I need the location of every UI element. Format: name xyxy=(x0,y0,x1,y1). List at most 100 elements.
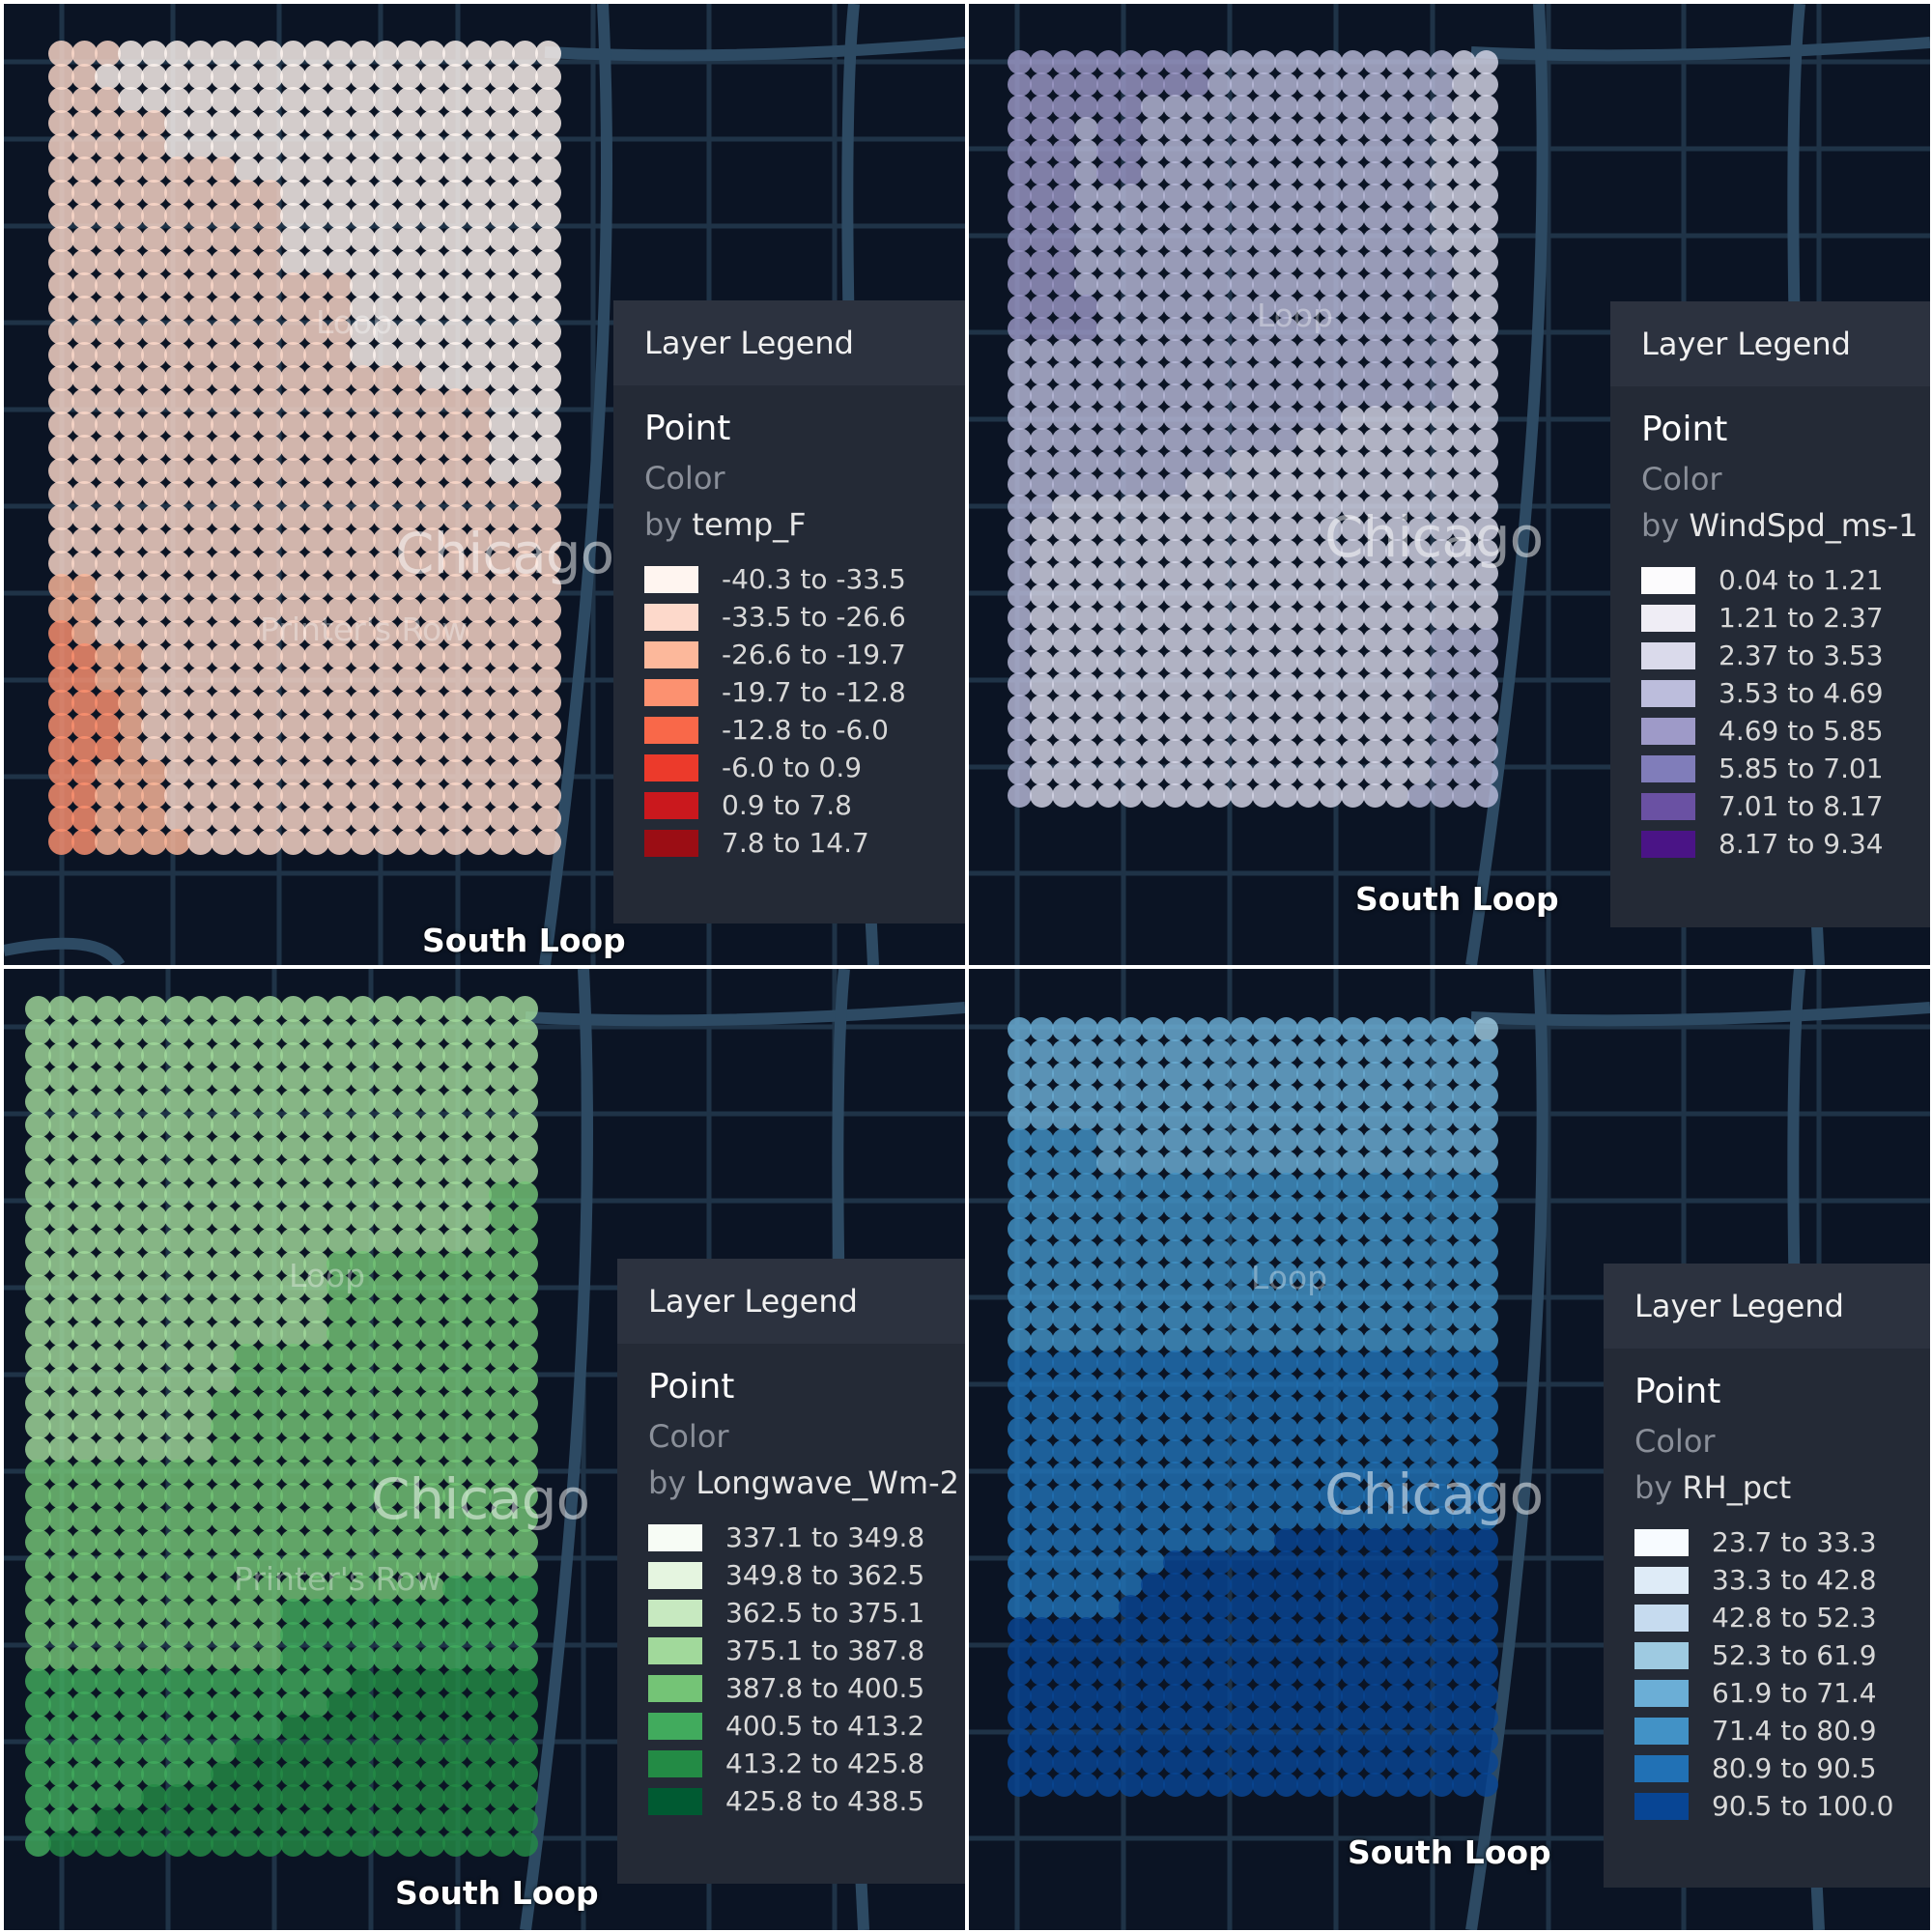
data-point xyxy=(489,365,515,391)
data-point xyxy=(1252,1684,1276,1708)
data-point xyxy=(118,1761,144,1787)
data-point xyxy=(1274,1084,1298,1108)
data-point xyxy=(1274,1173,1298,1197)
data-point xyxy=(71,64,98,90)
data-point xyxy=(48,1089,74,1115)
data-point xyxy=(280,435,306,461)
data-point xyxy=(419,1483,445,1509)
data-point xyxy=(1452,361,1476,385)
data-point xyxy=(211,64,237,90)
data-point xyxy=(1163,1328,1187,1352)
data-point xyxy=(1430,1062,1454,1086)
data-point xyxy=(1252,717,1276,741)
data-point xyxy=(257,41,283,67)
data-point xyxy=(1252,1373,1276,1397)
data-point xyxy=(1074,1373,1098,1397)
data-point xyxy=(48,1181,74,1208)
data-point xyxy=(1407,1217,1432,1241)
data-point xyxy=(1296,783,1321,808)
data-point xyxy=(350,1413,376,1439)
data-point xyxy=(396,1668,422,1694)
data-point xyxy=(466,1019,492,1045)
data-point xyxy=(512,829,538,855)
legend-swatch xyxy=(1634,1792,1689,1820)
data-point xyxy=(48,690,74,716)
data-point xyxy=(1407,139,1432,163)
data-point xyxy=(257,690,283,716)
map-panel-temp[interactable]: Loop Chicago Printer's Row South Loop La… xyxy=(4,4,965,965)
data-point xyxy=(118,504,144,530)
data-point xyxy=(1474,1062,1498,1086)
data-point xyxy=(1430,783,1454,808)
data-point xyxy=(211,435,237,461)
data-point xyxy=(1230,450,1254,474)
data-point xyxy=(211,1367,237,1393)
data-point xyxy=(1052,139,1076,163)
data-point xyxy=(1363,1195,1387,1219)
data-point xyxy=(1230,1350,1254,1375)
data-point xyxy=(419,156,445,183)
data-point xyxy=(118,435,144,461)
data-point xyxy=(303,110,329,136)
data-point xyxy=(327,1552,353,1578)
data-point xyxy=(1452,1550,1476,1575)
data-point xyxy=(141,41,167,67)
data-point xyxy=(1096,695,1121,719)
data-point xyxy=(257,1135,283,1161)
data-point xyxy=(1030,1728,1054,1752)
data-point xyxy=(141,1042,167,1068)
data-point xyxy=(71,1599,98,1625)
data-point xyxy=(396,1738,422,1764)
data-point xyxy=(419,133,445,159)
data-point xyxy=(1230,1239,1254,1264)
data-point xyxy=(280,1436,306,1463)
data-point xyxy=(1008,628,1032,652)
data-point xyxy=(373,1831,399,1857)
data-point xyxy=(1430,1306,1454,1330)
data-point xyxy=(442,1784,469,1810)
data-point xyxy=(1319,317,1343,341)
map-panel-rh[interactable]: Loop Chicago South Loop Layer Legend Poi… xyxy=(969,969,1930,1930)
data-point xyxy=(141,597,167,623)
legend-range: 4.69 to 5.85 xyxy=(1719,715,1884,747)
data-point xyxy=(1385,1573,1409,1597)
map-panel-wind[interactable]: Loop Chicago South Loop Layer Legend Poi… xyxy=(969,4,1930,965)
data-point xyxy=(1385,583,1409,608)
data-point xyxy=(535,713,561,739)
data-point xyxy=(1052,1239,1076,1264)
data-point xyxy=(1074,1439,1098,1463)
data-point xyxy=(1141,1084,1165,1108)
data-point xyxy=(1052,495,1076,519)
legend-bin: 375.1 to 387.8 xyxy=(648,1632,965,1669)
data-point xyxy=(327,87,353,113)
data-point xyxy=(1252,1262,1276,1286)
data-point xyxy=(118,1042,144,1068)
data-point xyxy=(257,1089,283,1115)
data-point xyxy=(1274,761,1298,785)
data-point xyxy=(234,667,260,693)
data-point xyxy=(1252,783,1276,808)
data-point xyxy=(1052,95,1076,119)
data-point xyxy=(1096,783,1121,808)
data-point xyxy=(1185,539,1209,563)
data-point xyxy=(1252,761,1276,785)
data-point xyxy=(327,1390,353,1416)
data-point xyxy=(1452,384,1476,408)
data-point xyxy=(1185,1306,1209,1330)
map-panel-longwave[interactable]: Loop Chicago Printer's Row South Loop La… xyxy=(4,969,965,1930)
data-point xyxy=(1341,1773,1365,1797)
legend-bin: 2.37 to 3.53 xyxy=(1641,637,1930,674)
data-point xyxy=(1274,1217,1298,1241)
data-point xyxy=(1407,406,1432,430)
data-point xyxy=(327,203,353,229)
data-point xyxy=(164,1390,190,1416)
data-point xyxy=(1141,672,1165,696)
data-point xyxy=(1052,72,1076,97)
legend-bin: -19.7 to -12.8 xyxy=(644,673,965,711)
legend-swatch xyxy=(1634,1679,1689,1707)
data-point xyxy=(1141,384,1165,408)
data-point xyxy=(141,1645,167,1671)
data-point xyxy=(141,1344,167,1370)
data-point xyxy=(211,1390,237,1416)
data-point xyxy=(164,504,190,530)
